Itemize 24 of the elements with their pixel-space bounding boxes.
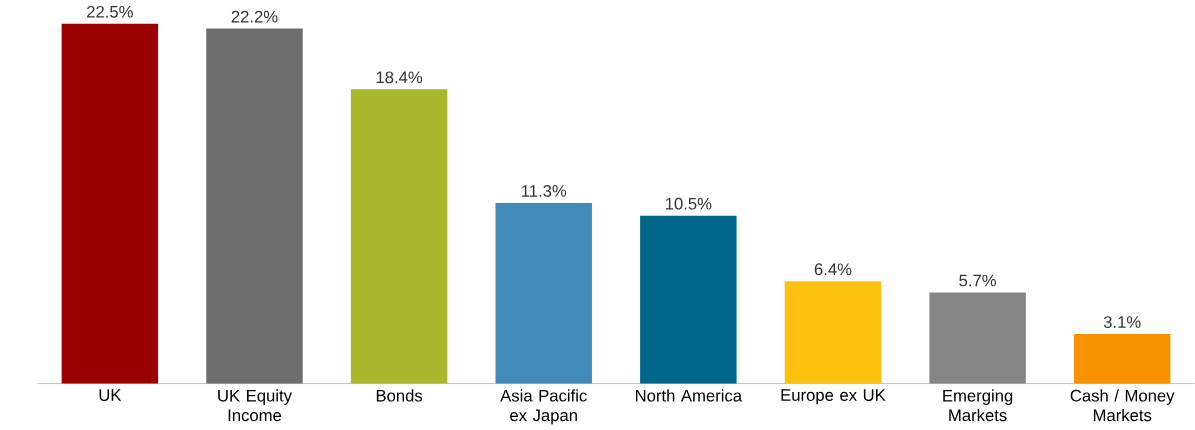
- bar: [206, 28, 303, 384]
- data-label: 10.5%: [665, 197, 712, 210]
- bar: [350, 89, 448, 384]
- x-tick-label: Bonds: [376, 389, 423, 402]
- bar: [495, 202, 592, 384]
- x-tick-label: Cash / Money Markets: [1070, 389, 1175, 422]
- x-tick-label: Europe ex UK: [781, 389, 886, 405]
- bar: [1073, 334, 1171, 384]
- x-tick-label: Asia Pacific ex Japan: [500, 389, 587, 425]
- x-tick-label: Emerging Markets: [943, 389, 1013, 422]
- data-label: 6.4%: [814, 263, 852, 276]
- data-label: 22.5%: [87, 5, 133, 18]
- data-label: 22.2%: [231, 10, 278, 23]
- bar: [784, 281, 882, 384]
- data-label: 3.1%: [1103, 316, 1141, 328]
- bar: [640, 215, 737, 384]
- x-tick-label: UK: [99, 389, 122, 401]
- x-tick-label: UK Equity Income: [218, 389, 292, 422]
- bar: [61, 23, 159, 384]
- data-label: 5.7%: [959, 274, 996, 287]
- data-label: 18.4%: [376, 71, 423, 84]
- x-tick-label: North America: [635, 389, 743, 402]
- data-label: 11.3%: [521, 184, 567, 197]
- bar: [929, 292, 1026, 384]
